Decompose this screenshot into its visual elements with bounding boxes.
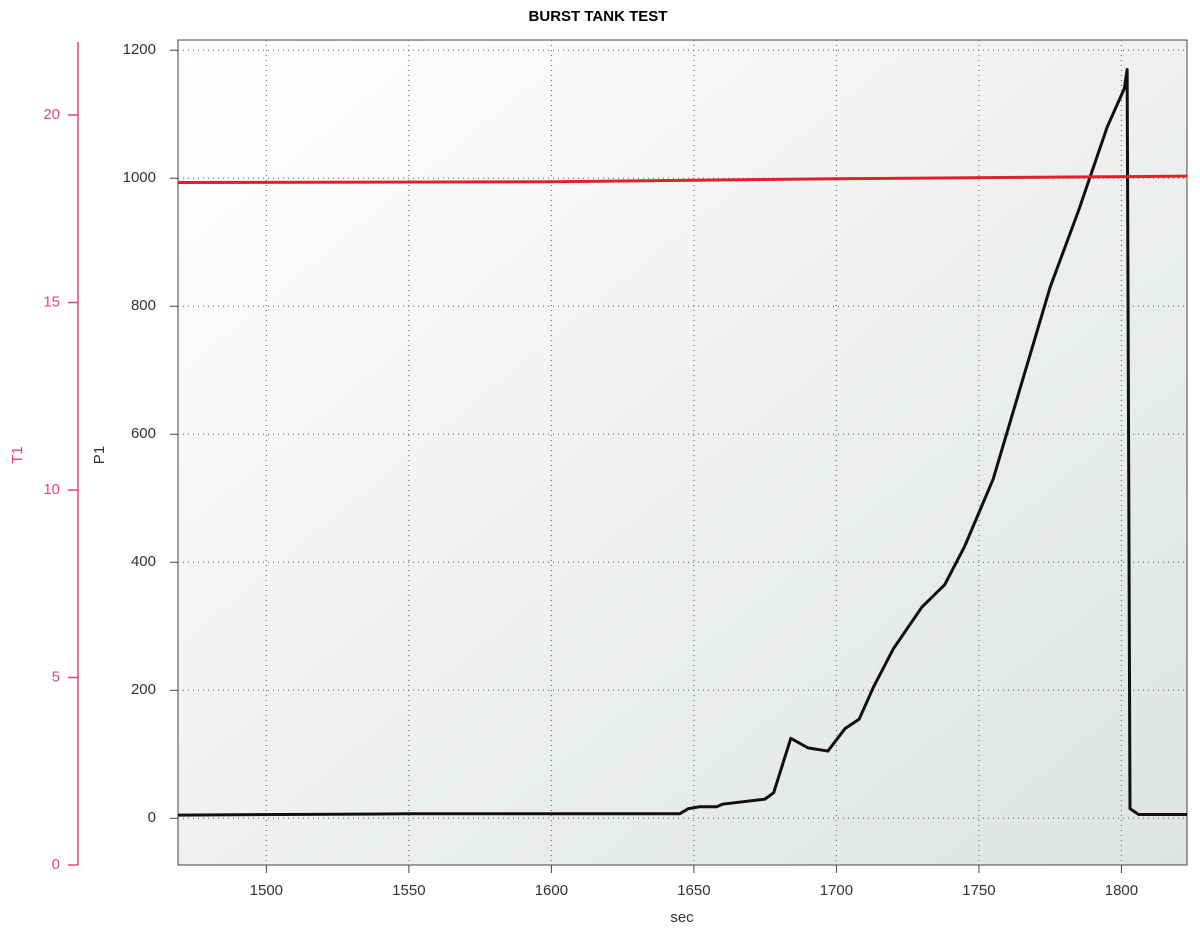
- y-tick-label: 600: [131, 425, 156, 442]
- y-tick-label: 800: [131, 297, 156, 314]
- chart-title: BURST TANK TEST: [529, 8, 668, 25]
- y2-tick-label: 15: [43, 293, 60, 310]
- y2-tick-label: 0: [52, 856, 60, 873]
- y-tick-label: 0: [148, 809, 156, 826]
- y2-axis-label: T1: [9, 446, 26, 464]
- plot-area: [177, 39, 1188, 866]
- y2-tick-label: 5: [52, 668, 60, 685]
- x-tick-label: 1550: [392, 882, 425, 899]
- y-tick-label: 200: [131, 681, 156, 698]
- x-tick-label: 1700: [820, 882, 853, 899]
- x-tick-label: 1650: [677, 882, 710, 899]
- y2-tick-label: 10: [43, 481, 60, 498]
- series-line: [177, 174, 1188, 184]
- y-tick-label: 1200: [123, 41, 156, 58]
- x-axis-label: sec: [670, 909, 694, 926]
- x-tick-label: 1800: [1105, 882, 1138, 899]
- x-tick-label: 1500: [250, 882, 283, 899]
- y-tick-label: 400: [131, 553, 156, 570]
- y2-tick-label: 20: [43, 106, 60, 123]
- x-tick-label: 1750: [962, 882, 995, 899]
- x-tick-label: 1600: [535, 882, 568, 899]
- y-tick-label: 1000: [123, 169, 156, 186]
- series-line: [177, 67, 1187, 817]
- y-axis-label: P1: [91, 446, 108, 464]
